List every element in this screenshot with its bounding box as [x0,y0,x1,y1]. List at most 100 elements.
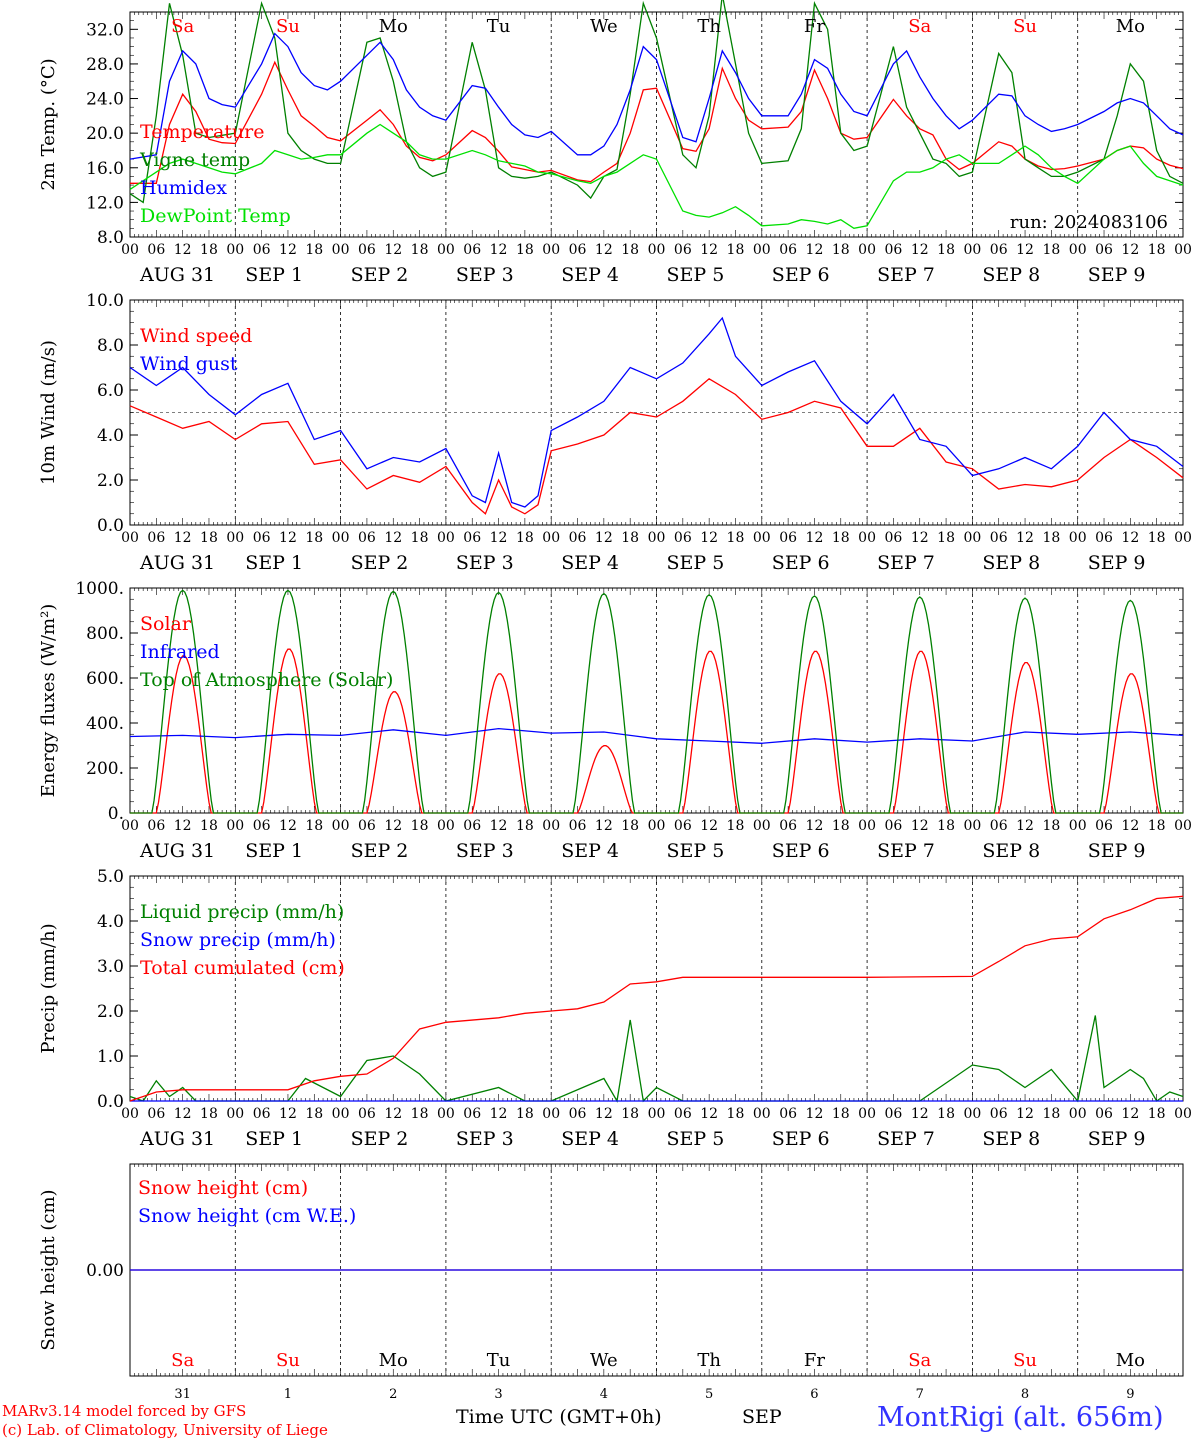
hour-label: 18 [832,1106,850,1122]
date-label: SEP 3 [456,264,514,286]
date-label: SEP 1 [245,552,303,574]
hour-label: 06 [1095,1106,1113,1122]
hour-label: 12 [1016,530,1034,546]
hour-label: 12 [490,1106,508,1122]
y-tick-label: 16.0 [86,159,124,179]
date-label: SEP 8 [982,552,1040,574]
hour-label: 12 [700,242,718,258]
legend-entry: Top of Atmosphere (Solar) [140,669,393,691]
hour-label: 00 [753,818,771,834]
date-label: SEP 9 [1088,1128,1146,1150]
hour-label: 12 [700,1106,718,1122]
legend-entry: Snow precip (mm/h) [140,929,336,951]
day-name: Mo [379,1350,408,1371]
day-name: Mo [1116,16,1145,37]
series-line-total-cumulated-cm- [129,895,1184,1102]
hour-label: 06 [147,1106,165,1122]
day-name: We [590,1350,618,1371]
legend-entry: Wind gust [140,353,238,375]
hour-label: 00 [121,1106,139,1122]
hour-label: 00 [753,242,771,258]
day-name: Sa [171,1350,194,1371]
date-label: SEP 8 [982,1128,1040,1150]
hour-label: 00 [858,530,876,546]
series-line-temperature [130,60,1184,184]
y-tick-label: 6.0 [97,381,124,401]
hour-label: 18 [516,530,534,546]
date-label: SEP 6 [772,840,830,862]
y-tick-label: 2.0 [97,471,124,491]
hour-label: 06 [1095,818,1113,834]
hour-label: 00 [648,1106,666,1122]
date-label: AUG 31 [139,1128,215,1150]
hour-label: 06 [1095,530,1113,546]
y-tick-label: 24.0 [86,90,124,110]
legend-entry: Temperature [140,121,264,143]
day-number: 1 [284,1387,292,1402]
hour-label: 00 [121,818,139,834]
hour-label: 06 [779,1106,797,1122]
hour-label: 12 [700,530,718,546]
hour-label: 00 [1069,818,1087,834]
hour-label: 18 [411,530,429,546]
hour-label: 18 [200,818,218,834]
y-tick-label: 4.0 [97,426,124,446]
hour-label: 12 [384,530,402,546]
date-label: SEP 8 [982,840,1040,862]
hour-label: 18 [727,530,745,546]
hour-label: 00 [753,1106,771,1122]
hour-label: 12 [806,530,824,546]
date-label: SEP 2 [351,264,409,286]
hour-label: 18 [516,242,534,258]
day-number: 9 [1126,1387,1134,1402]
hour-label: 06 [990,242,1008,258]
hour-label: 12 [595,818,613,834]
day-number: 6 [810,1387,818,1402]
date-label: SEP 7 [877,552,935,574]
hour-label: 06 [1095,242,1113,258]
hour-label: 00 [226,818,244,834]
date-label: SEP 3 [456,1128,514,1150]
day-name: Tu [487,1350,511,1371]
date-label: SEP 1 [245,264,303,286]
date-label: AUG 31 [139,840,215,862]
day-name: Sa [908,1350,931,1371]
series-line-wind-speed [129,378,1184,515]
hour-label: 06 [569,530,587,546]
hour-label: 12 [806,1106,824,1122]
day-name: Sa [908,16,931,37]
y-tick-label: 0.0 [97,1092,124,1112]
hour-label: 00 [121,530,139,546]
hour-label: 12 [279,1106,297,1122]
hour-label: 12 [1121,530,1139,546]
hour-label: 06 [885,1106,903,1122]
hour-label: 00 [437,242,455,258]
hour-label: 18 [411,242,429,258]
hour-label: 12 [595,1106,613,1122]
series-line-humidex [129,32,1184,160]
date-label: SEP 5 [667,840,725,862]
hour-label: 18 [727,242,745,258]
series-line-infrared [129,727,1184,744]
y-tick-label: 600. [86,669,124,689]
hour-label: 00 [753,530,771,546]
station-name: MontRigi (alt. 656m) [877,1402,1164,1433]
date-label: SEP 9 [1088,840,1146,862]
legend-entry: Wind speed [140,325,252,347]
hour-label: 12 [595,530,613,546]
date-label: SEP 4 [561,1128,619,1150]
hour-label: 12 [911,530,929,546]
date-label: AUG 31 [139,264,215,286]
hour-label: 12 [1121,242,1139,258]
hour-label: 06 [358,818,376,834]
day-name: We [590,16,618,37]
credit-line-1: MARv3.14 model forced by GFS [2,1402,247,1420]
y-tick-label: 0. [108,804,124,824]
y-tick-label: 28.0 [86,55,124,75]
hour-label: 06 [990,818,1008,834]
day-number: 7 [916,1387,924,1402]
hour-label: 06 [253,530,271,546]
hour-label: 06 [147,530,165,546]
hour-label: 06 [990,1106,1008,1122]
day-name: Su [276,16,300,37]
